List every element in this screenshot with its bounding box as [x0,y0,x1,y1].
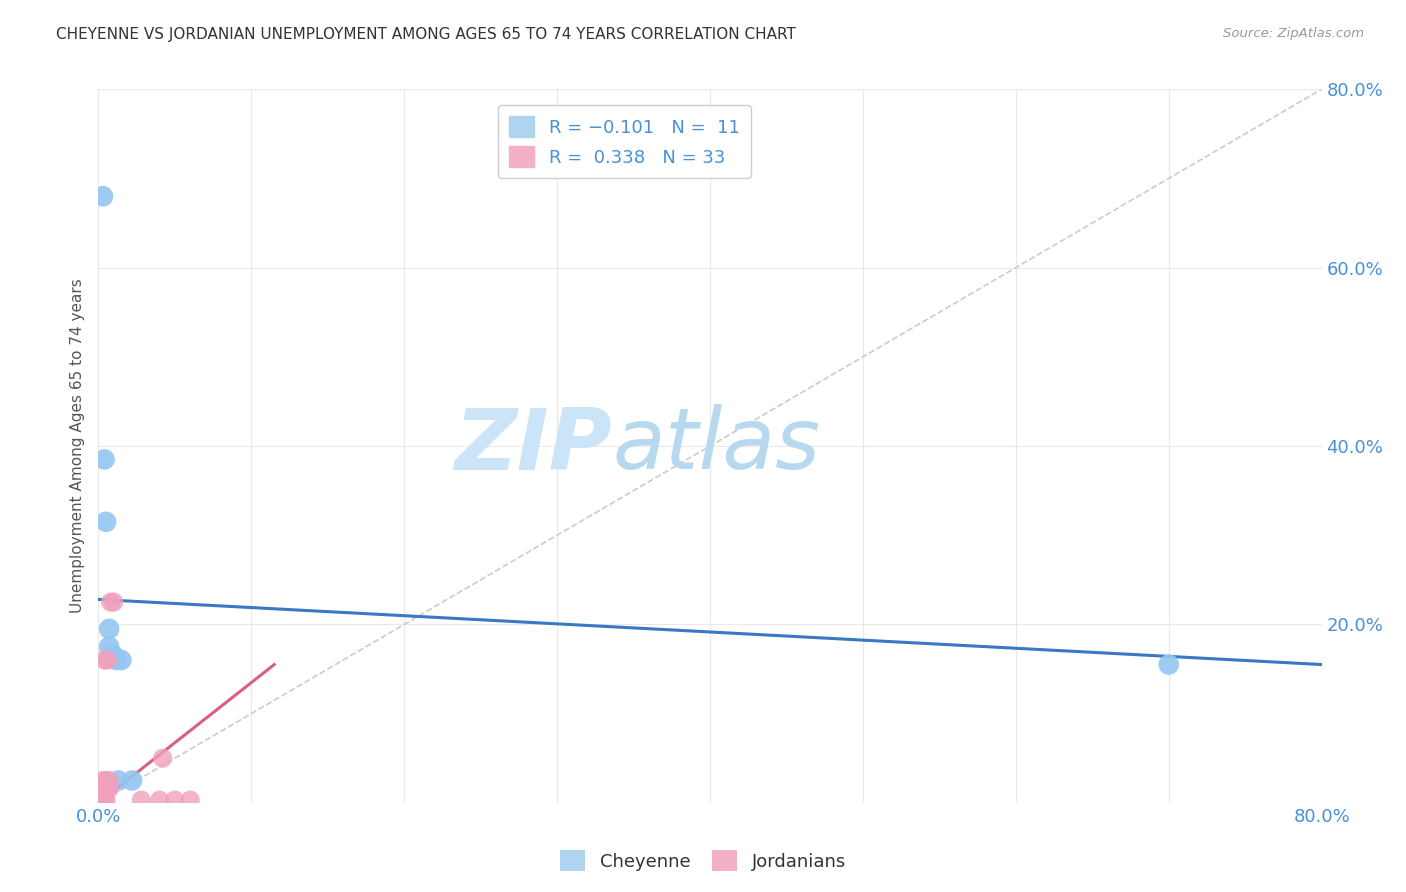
Point [103,595,125,609]
Point [90,790,112,805]
Text: ZIP: ZIP [454,404,612,488]
Text: atlas: atlas [612,404,820,488]
Point [90,787,112,801]
Point [91,793,114,807]
Point [91,773,114,788]
Point [93,653,115,667]
Legend: Cheyenne, Jordanians: Cheyenne, Jordanians [553,843,853,879]
Point [91,793,114,807]
Point [93,452,115,467]
Point [91,787,114,801]
Text: Source: ZipAtlas.com: Source: ZipAtlas.com [1223,27,1364,40]
Point [91,189,114,203]
Point [93,778,115,792]
Point [94,515,117,529]
Point [97,653,120,667]
Point [89,790,111,805]
Point [97,781,120,796]
Point [129,793,152,807]
Point [94,778,117,792]
Point [98,781,121,796]
Point [94,793,117,807]
Point [98,622,121,636]
Point [98,773,121,788]
Y-axis label: Unemployment Among Ages 65 to 74 years: Unemployment Among Ages 65 to 74 years [70,278,86,614]
Point [100,595,122,609]
Point [121,773,143,788]
Point [163,793,186,807]
Point [89,793,111,807]
Point [179,793,201,807]
Point [1157,657,1180,672]
Point [110,653,132,667]
Point [91,790,114,805]
Text: CHEYENNE VS JORDANIAN UNEMPLOYMENT AMONG AGES 65 TO 74 YEARS CORRELATION CHART: CHEYENNE VS JORDANIAN UNEMPLOYMENT AMONG… [56,27,796,42]
Point [98,640,121,654]
Point [89,784,111,798]
Point [90,793,112,807]
Point [93,790,115,805]
Point [107,773,129,788]
Point [90,776,112,790]
Legend: R = −0.101   N =  11, R =  0.338   N = 33: R = −0.101 N = 11, R = 0.338 N = 33 [498,105,751,178]
Point [152,751,174,765]
Point [103,648,125,663]
Point [91,781,114,796]
Point [105,653,128,667]
Point [94,773,117,788]
Point [93,793,115,807]
Point [149,793,172,807]
Point [90,784,112,798]
Point [98,778,121,792]
